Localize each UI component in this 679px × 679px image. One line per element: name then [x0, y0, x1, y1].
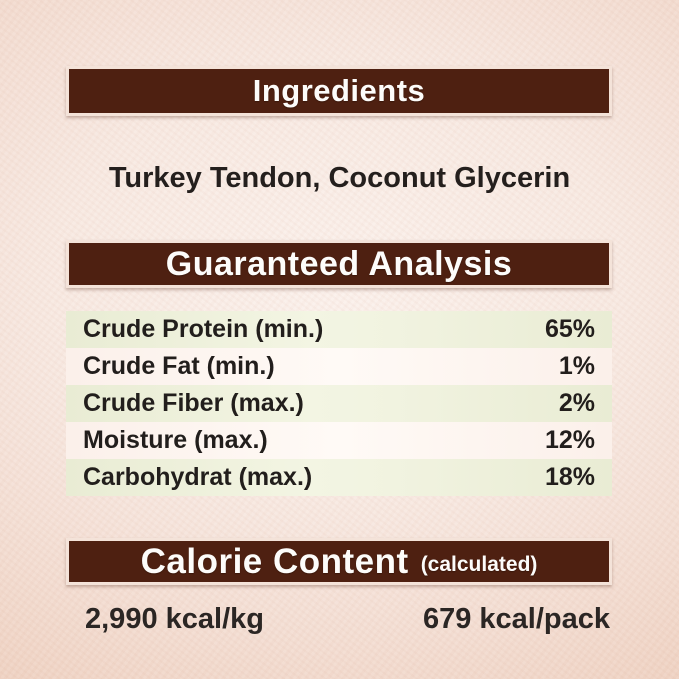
- analysis-row-moisture: Moisture (max.) 12%: [66, 422, 612, 459]
- analysis-value: 18%: [544, 463, 595, 491]
- calorie-values-row: 2,990 kcal/kg 679 kcal/pack: [66, 602, 612, 636]
- analysis-label: Crude Fiber (max.): [83, 389, 304, 417]
- calories-per-pack: 679 kcal/pack: [422, 603, 610, 635]
- analysis-row-crude-fiber: Crude Fiber (max.) 2%: [66, 385, 612, 422]
- analysis-label: Crude Fat (min.): [83, 352, 275, 380]
- analysis-label: Moisture (max.): [83, 426, 268, 454]
- analysis-row-crude-fat: Crude Fat (min.) 1%: [66, 348, 612, 385]
- analysis-value: 1%: [558, 352, 595, 380]
- analysis-label: Carbohydrat (max.): [83, 463, 313, 491]
- ingredients-header-bar: Ingredients: [66, 66, 612, 116]
- analysis-row-carbohydrate: Carbohydrat (max.) 18%: [66, 459, 612, 496]
- calorie-content-header-suffix: (calculated): [420, 552, 538, 576]
- analysis-label: Crude Protein (min.): [83, 315, 324, 343]
- guaranteed-analysis-header-title: Guaranteed Analysis: [165, 244, 513, 283]
- guaranteed-analysis-header-bar: Guaranteed Analysis: [66, 240, 612, 288]
- ingredients-header-title: Ingredients: [252, 73, 426, 108]
- ingredients-list-text: Turkey Tendon, Coconut Glycerin: [108, 162, 571, 194]
- guaranteed-analysis-table: Crude Protein (min.) 65% Crude Fat (min.…: [66, 311, 612, 496]
- analysis-value: 65%: [544, 315, 595, 343]
- analysis-row-crude-protein: Crude Protein (min.) 65%: [66, 311, 612, 348]
- calorie-content-header-bar: Calorie Content (calculated): [66, 538, 612, 585]
- analysis-value: 2%: [558, 389, 595, 417]
- calorie-content-header-title: Calorie Content: [140, 541, 409, 581]
- calories-per-kg: 2,990 kcal/kg: [85, 603, 264, 635]
- analysis-value: 12%: [544, 426, 595, 454]
